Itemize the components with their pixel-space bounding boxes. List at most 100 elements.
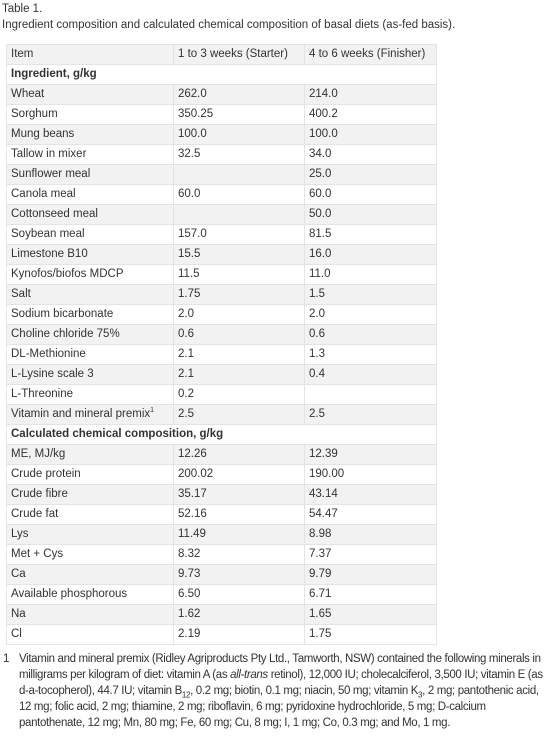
- table-row: DL-Methionine 2.1 1.3: [6, 344, 437, 365]
- starter-cell: 52.16: [173, 504, 305, 525]
- item-cell: Ca: [6, 564, 174, 585]
- table-row: Choline chloride 75% 0.6 0.6: [6, 324, 437, 345]
- finisher-cell: 2.0: [304, 304, 437, 325]
- table-body: Item 1 to 3 weeks (Starter) 4 to 6 weeks…: [6, 44, 437, 645]
- finisher-cell: 100.0: [304, 124, 437, 145]
- table-row: Cl 2.19 1.75: [6, 624, 437, 645]
- table-label: Table 1.: [2, 3, 43, 15]
- table-row: L-Lysine scale 3 2.1 0.4: [6, 364, 437, 385]
- section-header-row: Calculated chemical composition, g/kg: [6, 424, 437, 445]
- table-row: Limestone B10 15.5 16.0: [6, 244, 437, 265]
- item-cell: Tallow in mixer: [6, 144, 174, 165]
- section-header-row: Ingredient, g/kg: [6, 64, 437, 85]
- item-cell: L-Threonine: [6, 384, 174, 405]
- header-row: Item 1 to 3 weeks (Starter) 4 to 6 weeks…: [6, 44, 437, 65]
- finisher-cell: 43.14: [304, 484, 437, 505]
- table-row: Ca 9.73 9.79: [6, 564, 437, 585]
- finisher-cell: 7.37: [304, 544, 437, 565]
- starter-cell: 2.19: [173, 624, 305, 645]
- header-finisher: 4 to 6 weeks (Finisher): [304, 44, 437, 65]
- table-row: Wheat 262.0 214.0: [6, 84, 437, 105]
- table-row: L-Threonine 0.2: [6, 384, 437, 405]
- item-cell: Sorghum: [6, 104, 174, 125]
- item-cell: Vitamin and mineral premix1: [6, 404, 174, 425]
- starter-cell: [173, 204, 305, 225]
- finisher-cell: 1.65: [304, 604, 437, 625]
- finisher-cell: 190.00: [304, 464, 437, 485]
- item-cell: Sunflower meal: [6, 164, 174, 185]
- finisher-cell: 0.6: [304, 324, 437, 345]
- table-row: Sorghum 350.25 400.2: [6, 104, 437, 125]
- starter-cell: 15.5: [173, 244, 305, 265]
- starter-cell: 6.50: [173, 584, 305, 605]
- finisher-cell: 50.0: [304, 204, 437, 225]
- item-cell: Crude fat: [6, 504, 174, 525]
- starter-cell: 262.0: [173, 84, 305, 105]
- table-row: Sunflower meal 25.0: [6, 164, 437, 185]
- finisher-cell: 1.5: [304, 284, 437, 305]
- finisher-cell: 1.75: [304, 624, 437, 645]
- item-cell: Wheat: [6, 84, 174, 105]
- starter-cell: 2.5: [173, 404, 305, 425]
- item-cell: Sodium bicarbonate: [6, 304, 174, 325]
- table-row: Vitamin and mineral premix1 2.5 2.5: [6, 404, 437, 425]
- footnote-ref: 1: [150, 407, 155, 415]
- item-cell: Cl: [6, 624, 174, 645]
- finisher-cell: 214.0: [304, 84, 437, 105]
- item-cell: Soybean meal: [6, 224, 174, 245]
- table-row: Cottonseed meal 50.0: [6, 204, 437, 225]
- item-cell: Na: [6, 604, 174, 625]
- item-cell: L-Lysine scale 3: [6, 364, 174, 385]
- table-row: Salt 1.75 1.5: [6, 284, 437, 305]
- footnote-text: Vitamin and mineral premix (Ridley Agrip…: [19, 653, 543, 729]
- table-row: Soybean meal 157.0 81.5: [6, 224, 437, 245]
- item-cell: Kynofos/biofos MDCP: [6, 264, 174, 285]
- item-cell: Salt: [6, 284, 174, 305]
- table-row: Crude fibre 35.17 43.14: [6, 484, 437, 505]
- table-row: Mung beans 100.0 100.0: [6, 124, 437, 145]
- starter-cell: 2.0: [173, 304, 305, 325]
- starter-cell: 1.75: [173, 284, 305, 305]
- starter-cell: 0.2: [173, 384, 305, 405]
- starter-cell: 2.1: [173, 364, 305, 385]
- item-cell: DL-Methionine: [6, 344, 174, 365]
- section-title: Calculated chemical composition, g/kg: [6, 424, 437, 445]
- finisher-cell: 6.71: [304, 584, 437, 605]
- item-cell: ME, MJ/kg: [6, 444, 174, 465]
- table-row: Lys 11.49 8.98: [6, 524, 437, 545]
- table-row: Met + Cys 8.32 7.37: [6, 544, 437, 565]
- composition-table: Item 1 to 3 weeks (Starter) 4 to 6 weeks…: [6, 44, 437, 645]
- starter-cell: 8.32: [173, 544, 305, 565]
- table-row: Crude protein 200.02 190.00: [6, 464, 437, 485]
- header-item: Item: [6, 44, 174, 65]
- starter-cell: 157.0: [173, 224, 305, 245]
- finisher-cell: 60.0: [304, 184, 437, 205]
- table-row: Available phosphorous 6.50 6.71: [6, 584, 437, 605]
- table-row: Kynofos/biofos MDCP 11.5 11.0: [6, 264, 437, 285]
- item-cell: Canola meal: [6, 184, 174, 205]
- starter-cell: 350.25: [173, 104, 305, 125]
- item-cell: Cottonseed meal: [6, 204, 174, 225]
- item-cell: Available phosphorous: [6, 584, 174, 605]
- footnote-mark: 1: [3, 653, 10, 665]
- starter-cell: 9.73: [173, 564, 305, 585]
- finisher-cell: 1.3: [304, 344, 437, 365]
- finisher-cell: 8.98: [304, 524, 437, 545]
- item-cell: Choline chloride 75%: [6, 324, 174, 345]
- item-cell: Met + Cys: [6, 544, 174, 565]
- item-cell: Crude fibre: [6, 484, 174, 505]
- finisher-cell: 400.2: [304, 104, 437, 125]
- finisher-cell: 0.4: [304, 364, 437, 385]
- finisher-cell: [304, 384, 437, 405]
- finisher-cell: 12.39: [304, 444, 437, 465]
- finisher-cell: 11.0: [304, 264, 437, 285]
- item-cell: Crude protein: [6, 464, 174, 485]
- starter-cell: 12.26: [173, 444, 305, 465]
- finisher-cell: 25.0: [304, 164, 437, 185]
- starter-cell: 32.5: [173, 144, 305, 165]
- starter-cell: 11.49: [173, 524, 305, 545]
- starter-cell: [173, 164, 305, 185]
- starter-cell: 2.1: [173, 344, 305, 365]
- table-row: Sodium bicarbonate 2.0 2.0: [6, 304, 437, 325]
- starter-cell: 35.17: [173, 484, 305, 505]
